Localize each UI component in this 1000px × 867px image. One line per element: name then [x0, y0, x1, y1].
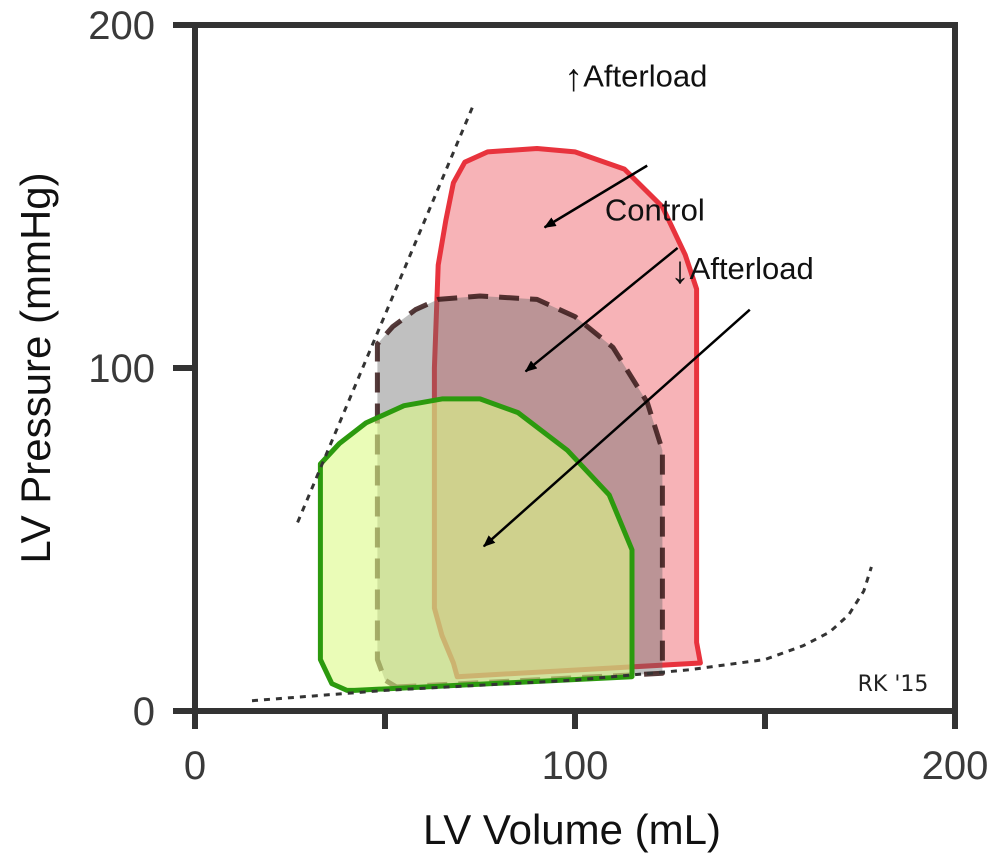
x-tick-label: 0: [184, 744, 206, 788]
espvr-line: [296, 106, 474, 523]
annotation-arrow: [482, 308, 751, 548]
pv-loop-low-area: [320, 398, 632, 691]
annotation-arrow: [543, 164, 648, 229]
annotation-2: Control: [524, 193, 705, 373]
x-axis-title: LV Volume (mL): [423, 806, 721, 853]
y-axis-title: LV Pressure (mmHg): [12, 172, 59, 563]
reference-lines: [251, 106, 873, 703]
annotation-label: ↑Afterload: [564, 58, 707, 100]
x-tick-label: 200: [922, 744, 989, 788]
x-tick-label: 100: [542, 744, 609, 788]
annotation-label: ↓Afterload: [671, 250, 814, 292]
y-tick-label: 200: [88, 4, 155, 48]
pv-loop-low: [317, 396, 635, 693]
signature: RK '15: [858, 672, 929, 697]
y-tick-label: 100: [88, 347, 155, 391]
axis-ticks: 0 100 200 0 100 200: [88, 4, 988, 788]
annotation-1: ↑Afterload: [543, 58, 707, 229]
annotation-arrow-glyph: ↓: [671, 250, 690, 292]
annotation-label: Control: [605, 193, 705, 228]
y-tick-label: 0: [133, 690, 155, 734]
annotation-arrow: [524, 246, 679, 373]
edpvr-line: [251, 566, 873, 703]
annotation-arrow-glyph: ↑: [564, 58, 583, 100]
annotation-text: Afterload: [583, 59, 707, 94]
pv-loop-low-outline: [317, 396, 635, 693]
annotation-3: ↓Afterload: [482, 250, 814, 548]
loops-layer: [317, 146, 703, 693]
annotation-text: Afterload: [690, 251, 814, 286]
